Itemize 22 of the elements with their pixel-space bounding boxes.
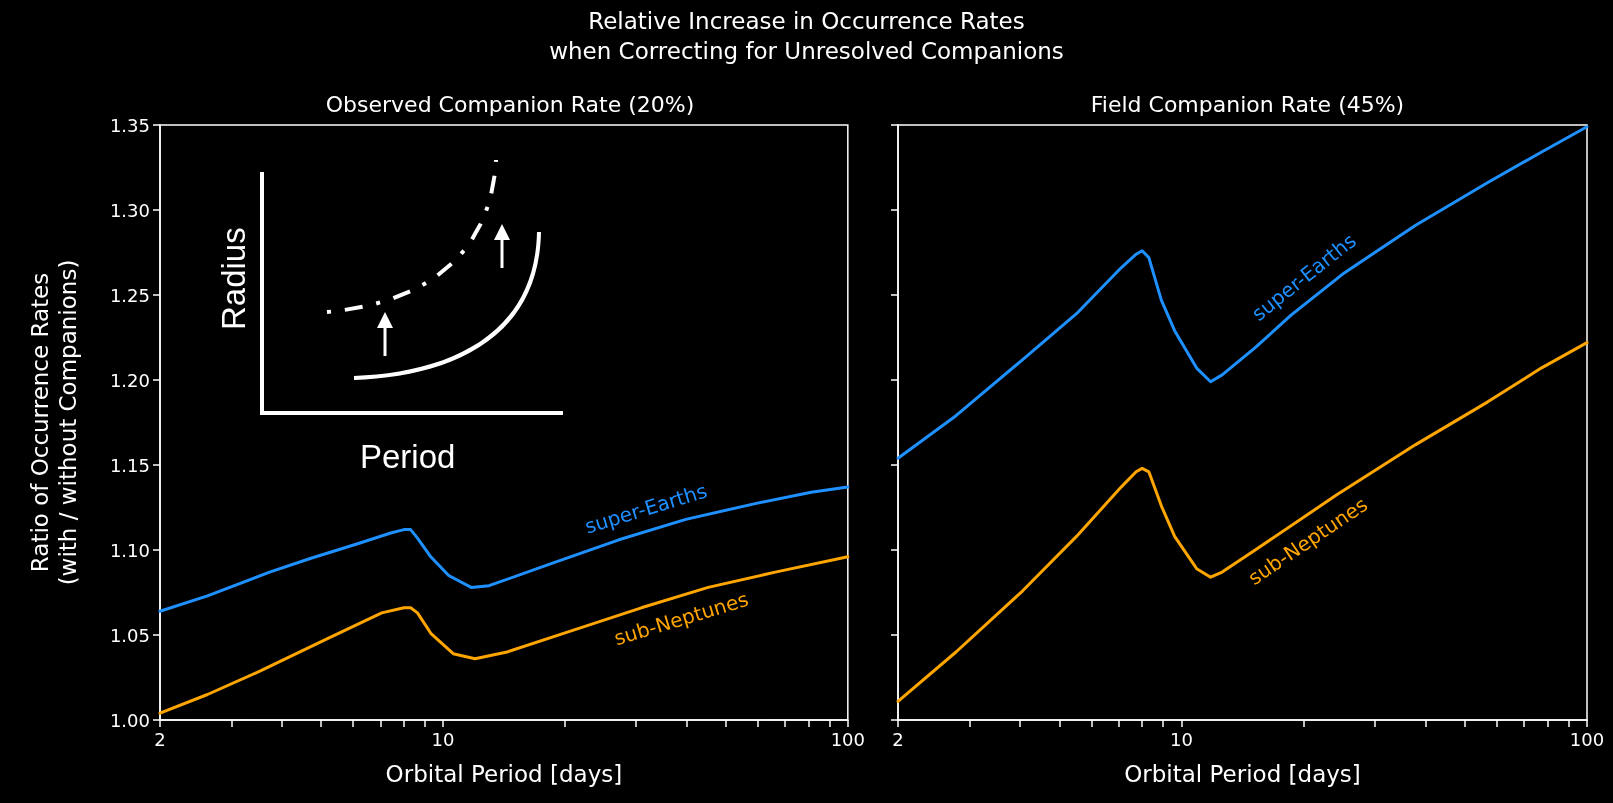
y-tick-label: 1.05	[109, 624, 150, 646]
chart-title: Field Companion Rate (45%)	[1090, 91, 1405, 117]
chart-title: Observed Companion Rate (20%)	[325, 91, 695, 117]
y-axis-title: Ratio of Occurrence Rates (with / without Companions)	[27, 259, 81, 586]
x-tick-label: 2	[892, 728, 904, 750]
text: Relative Increase in Occurrence Rates when Correcting for Unresolved Companions	[548, 7, 1065, 66]
x-tick-label: 100	[830, 728, 865, 750]
x-tick-label: 10	[1170, 728, 1193, 750]
x-tick-label: 10	[431, 728, 455, 750]
annotation: Period	[360, 438, 456, 476]
y-tick-label: 1.35	[109, 114, 150, 136]
x-axis-title: Orbital Period [days]	[1124, 761, 1361, 787]
x-tick-label: 2	[154, 728, 166, 750]
y-tick-label: 1.15	[109, 454, 150, 476]
y-tick-label: 1.00	[109, 709, 150, 731]
x-tick-label: 100	[1569, 728, 1605, 750]
y-tick-label: 1.20	[109, 369, 150, 391]
y-tick-label: 1.10	[109, 539, 150, 561]
annotation: Radius	[215, 227, 253, 330]
y-tick-label: 1.25	[109, 284, 150, 306]
y-tick-label: 1.30	[109, 199, 150, 221]
x-axis-title: Orbital Period [days]	[385, 761, 623, 787]
